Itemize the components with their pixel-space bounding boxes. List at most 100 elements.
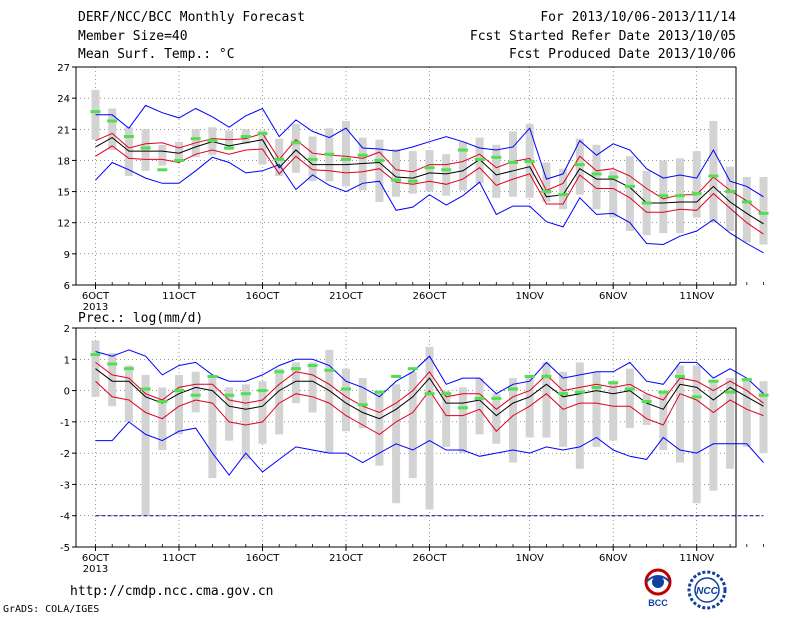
chart-title: DERF/NCC/BCC Monthly Forecast (78, 10, 305, 25)
observation-marker (708, 379, 719, 383)
y-tick-label: 18 (57, 156, 70, 167)
ncc-logo: NCC (684, 570, 730, 614)
observation-marker (591, 385, 602, 389)
spread-box (408, 151, 417, 194)
max-line (95, 349, 764, 398)
observation-marker (240, 135, 251, 139)
grads-credit: GrADS: COLA/IGES (3, 604, 100, 615)
y-tick-label: 6 (64, 281, 70, 292)
spread-box (659, 390, 668, 451)
max-line (95, 104, 764, 198)
upper-spread-line (95, 132, 764, 215)
spread-box (709, 381, 718, 491)
observation-marker (441, 168, 452, 172)
spread-box (475, 378, 484, 435)
observation-marker (424, 166, 435, 170)
y-tick-label: 27 (57, 63, 70, 74)
spread-box (575, 138, 584, 195)
spread-box (241, 384, 250, 460)
observation-marker (407, 367, 418, 371)
spread-box (542, 162, 551, 202)
spread-box (225, 387, 234, 441)
spread-box (425, 150, 434, 192)
y-tick-label: -2 (60, 449, 70, 460)
observation-marker (491, 396, 502, 400)
spread-box (692, 365, 701, 504)
refer-date: Fcst Started Refer Date 2013/10/05 (469, 29, 736, 44)
observation-marker (207, 139, 218, 143)
spread-box (325, 349, 334, 454)
observation-marker (624, 184, 635, 188)
y-tick-label: 12 (57, 219, 70, 230)
observation-marker (274, 157, 285, 161)
observation-marker (491, 155, 502, 159)
x-tick-label: 26OCT (413, 291, 448, 302)
spread-box (175, 374, 183, 435)
bcc-logo-text: BCC (648, 598, 668, 608)
observation-marker (307, 364, 318, 368)
spread-box (709, 120, 718, 223)
observation-marker (574, 390, 585, 394)
spread-box (141, 374, 150, 516)
spread-box (492, 393, 501, 444)
forecast-period: For 2013/10/06-2013/11/14 (540, 10, 736, 25)
observation-marker (307, 157, 318, 161)
observation-marker (641, 201, 652, 205)
observation-marker (274, 370, 285, 374)
observation-marker (641, 400, 652, 404)
bcc-logo: BCC (636, 568, 680, 612)
y-tick-label: 21 (57, 125, 70, 136)
spread-box (108, 108, 117, 151)
lower-spread-line (95, 380, 764, 435)
observation-marker (457, 406, 468, 410)
spread-box (91, 340, 100, 397)
spread-box (108, 353, 117, 407)
observation-marker (107, 119, 118, 123)
spread-box (742, 177, 751, 243)
spread-box (158, 144, 167, 166)
y-tick-label: -1 (60, 418, 70, 429)
observation-marker (558, 392, 569, 396)
x-tick-label: 6OCT (82, 553, 110, 564)
observation-marker (691, 395, 702, 399)
observation-marker (391, 178, 402, 182)
observation-marker (107, 362, 118, 366)
spread-box (759, 177, 768, 245)
observation-marker (140, 387, 151, 391)
observation-marker (424, 392, 435, 396)
x-tick-label: 11OCT (162, 553, 197, 564)
x-tick-label: 6OCT (82, 291, 110, 302)
spread-box (458, 141, 467, 191)
x-tick-label: 16OCT (246, 553, 281, 564)
observation-marker (758, 211, 769, 215)
observation-marker (374, 158, 385, 162)
spread-box (509, 378, 517, 463)
y-tick-label: -5 (60, 543, 70, 554)
observation-marker (90, 353, 101, 357)
min-line (95, 156, 764, 254)
spread-box (609, 381, 618, 441)
x-tick-label: 6NOV (599, 553, 628, 564)
y-tick-label: 24 (57, 94, 70, 105)
observation-marker (157, 400, 168, 404)
spread-box (291, 362, 300, 404)
spread-box (375, 139, 384, 202)
spread-box (124, 127, 133, 176)
ensemble-mean-line (95, 136, 764, 225)
spread-box (642, 393, 651, 425)
observation-marker (725, 390, 736, 394)
observation-marker (658, 390, 669, 394)
spread-box (175, 141, 183, 162)
observation-marker (541, 190, 552, 194)
min-line (95, 421, 764, 476)
observation-marker (474, 157, 485, 161)
spread-box (575, 362, 584, 469)
spread-box (542, 362, 551, 438)
spread-box (358, 378, 367, 429)
lower-spread-line (95, 145, 764, 235)
footer-url[interactable]: http://cmdp.ncc.cma.gov.cn (70, 584, 274, 599)
observation-marker (741, 200, 752, 204)
spread-box (442, 390, 451, 447)
spread-box (208, 378, 217, 479)
observation-marker (474, 396, 485, 400)
